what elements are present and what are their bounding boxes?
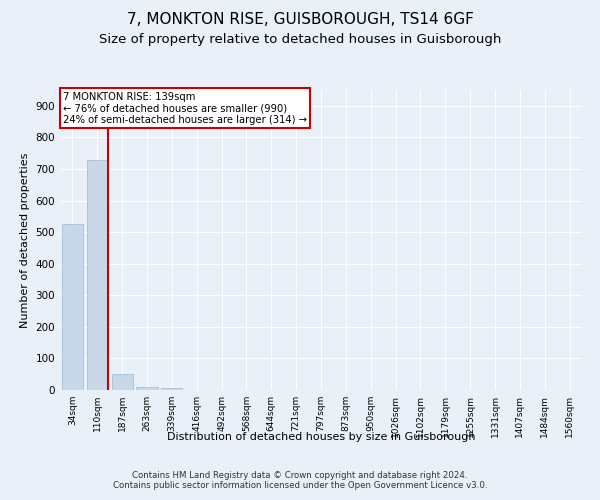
Text: Distribution of detached houses by size in Guisborough: Distribution of detached houses by size … bbox=[167, 432, 475, 442]
Bar bbox=[112, 374, 133, 390]
Bar bbox=[87, 160, 108, 390]
Text: Contains HM Land Registry data © Crown copyright and database right 2024.
Contai: Contains HM Land Registry data © Crown c… bbox=[113, 470, 487, 490]
Y-axis label: Number of detached properties: Number of detached properties bbox=[20, 152, 30, 328]
Bar bbox=[161, 388, 182, 390]
Text: 7 MONKTON RISE: 139sqm
← 76% of detached houses are smaller (990)
24% of semi-de: 7 MONKTON RISE: 139sqm ← 76% of detached… bbox=[62, 92, 307, 124]
Text: 7, MONKTON RISE, GUISBOROUGH, TS14 6GF: 7, MONKTON RISE, GUISBOROUGH, TS14 6GF bbox=[127, 12, 473, 28]
Bar bbox=[136, 388, 158, 390]
Text: Size of property relative to detached houses in Guisborough: Size of property relative to detached ho… bbox=[99, 32, 501, 46]
Bar bbox=[62, 224, 83, 390]
